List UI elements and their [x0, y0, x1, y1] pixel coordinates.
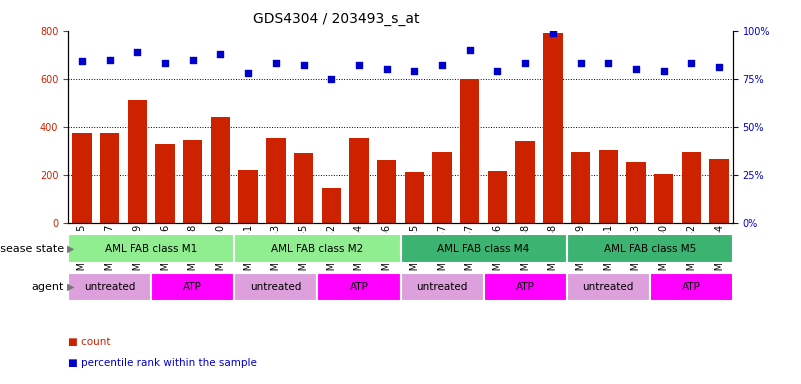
Text: ▶: ▶	[67, 282, 74, 292]
Bar	[400, 273, 484, 301]
Point	[574, 60, 587, 66]
Text: untreated: untreated	[250, 282, 301, 292]
Point	[602, 60, 614, 66]
Point	[131, 49, 143, 55]
Bar	[567, 234, 733, 263]
Text: AML FAB class M1: AML FAB class M1	[105, 243, 197, 254]
Text: ■ count: ■ count	[68, 337, 111, 347]
Bar	[484, 273, 567, 301]
Bar	[72, 133, 91, 223]
Bar	[100, 133, 119, 223]
Bar	[650, 273, 733, 301]
Text: AML FAB class M4: AML FAB class M4	[437, 243, 529, 254]
Bar	[294, 153, 313, 223]
Bar	[598, 149, 618, 223]
Text: ■ percentile rank within the sample: ■ percentile rank within the sample	[68, 358, 257, 368]
Bar	[151, 273, 235, 301]
Bar	[377, 161, 396, 223]
Point	[214, 51, 227, 57]
Text: ATP: ATP	[349, 282, 368, 292]
Point	[75, 58, 88, 65]
Point	[242, 70, 255, 76]
Text: GDS4304 / 203493_s_at: GDS4304 / 203493_s_at	[253, 12, 420, 25]
Point	[630, 66, 642, 72]
Bar	[682, 152, 701, 223]
Point	[519, 60, 532, 66]
Text: untreated: untreated	[582, 282, 634, 292]
Text: ▶: ▶	[67, 243, 74, 254]
Bar	[400, 234, 567, 263]
Text: untreated: untreated	[417, 282, 468, 292]
Point	[297, 62, 310, 68]
Point	[269, 60, 282, 66]
Text: disease state: disease state	[0, 243, 64, 254]
Point	[463, 47, 476, 53]
Bar	[235, 273, 317, 301]
Bar	[571, 152, 590, 223]
Bar	[68, 273, 151, 301]
Text: AML FAB class M5: AML FAB class M5	[604, 243, 696, 254]
Text: untreated: untreated	[84, 282, 135, 292]
Point	[325, 76, 338, 82]
Bar	[626, 162, 646, 223]
Point	[159, 60, 171, 66]
Bar	[235, 234, 400, 263]
Point	[352, 62, 365, 68]
Bar	[516, 141, 535, 223]
Bar	[543, 33, 562, 223]
Bar	[183, 140, 203, 223]
Text: ATP: ATP	[682, 282, 701, 292]
Bar	[239, 170, 258, 223]
Point	[408, 68, 421, 74]
Point	[546, 30, 559, 36]
Bar	[349, 137, 368, 223]
Bar	[488, 171, 507, 223]
Bar	[567, 273, 650, 301]
Point	[491, 68, 504, 74]
Point	[187, 56, 199, 63]
Point	[380, 66, 393, 72]
Bar	[266, 137, 285, 223]
Bar	[155, 144, 175, 223]
Bar	[654, 174, 674, 223]
Bar	[127, 100, 147, 223]
Point	[103, 56, 116, 63]
Text: agent: agent	[32, 282, 64, 292]
Bar	[211, 117, 230, 223]
Bar	[710, 159, 729, 223]
Point	[436, 62, 449, 68]
Bar	[433, 152, 452, 223]
Text: AML FAB class M2: AML FAB class M2	[272, 243, 364, 254]
Bar	[460, 79, 480, 223]
Point	[713, 64, 726, 70]
Text: ATP: ATP	[516, 282, 534, 292]
Bar	[68, 234, 235, 263]
Bar	[405, 172, 424, 223]
Bar	[321, 188, 341, 223]
Point	[685, 60, 698, 66]
Point	[658, 68, 670, 74]
Text: ATP: ATP	[183, 282, 202, 292]
Bar	[317, 273, 400, 301]
